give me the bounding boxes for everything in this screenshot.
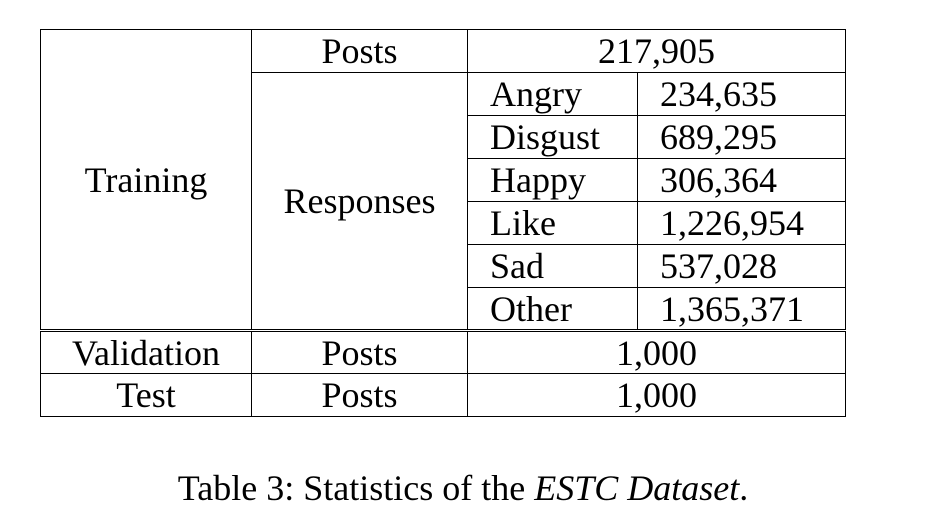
table-row: Like 1,226,954 [41,201,846,245]
table-row: Responses Angry 234,635 [41,72,846,331]
training-posts-label: Posts [251,29,468,73]
test-label: Test [40,373,252,417]
count-angry: 234,635 [637,72,846,116]
table-row: Training Posts 217,905 [40,29,846,331]
count-other: 1,365,371 [637,287,846,331]
emotion-disgust: Disgust [467,115,638,159]
training-responses-label: Responses [251,72,468,331]
table-row: Test Posts 1,000 [40,373,846,417]
emotion-like: Like [467,201,638,245]
count-happy: 306,364 [637,158,846,202]
validation-label: Validation [40,329,252,374]
caption-dataset-name: ESTC Dataset [534,468,740,508]
test-posts-label: Posts [251,373,468,417]
count-sad: 537,028 [637,244,846,288]
emotion-sad: Sad [467,244,638,288]
validation-posts-value: 1,000 [467,329,846,374]
test-posts-value: 1,000 [467,373,846,417]
emotion-angry: Angry [467,72,638,116]
table-caption: Table 3: Statistics of the ESTC Dataset. [0,466,926,510]
table-row: Validation Posts 1,000 [40,329,846,374]
training-label: Training [40,29,252,331]
table-row: Other 1,365,371 [41,287,846,331]
emotion-other: Other [467,287,638,331]
count-like: 1,226,954 [637,201,846,245]
validation-posts-label: Posts [251,329,468,374]
statistics-table: Training Posts 217,905 Responses Angry 2… [40,29,846,417]
count-disgust: 689,295 [637,115,846,159]
table-row: Sad 537,028 [41,244,846,288]
training-posts-value: 217,905 [467,29,846,73]
caption-prefix: Table 3: Statistics of the [177,468,535,508]
emotion-happy: Happy [467,158,638,202]
caption-suffix: . [739,468,749,508]
